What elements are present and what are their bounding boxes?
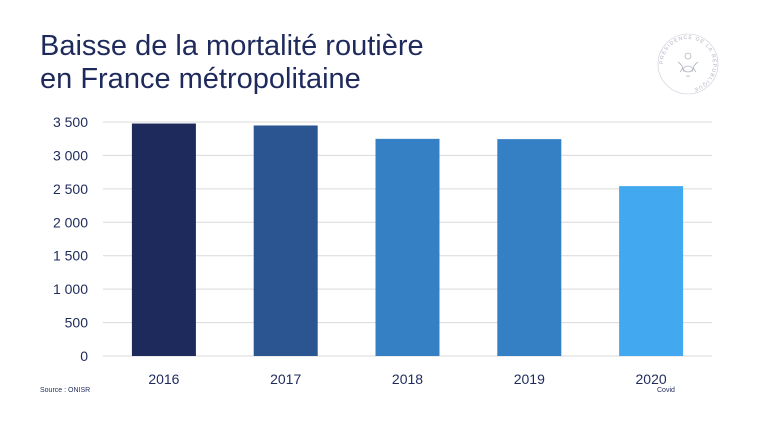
bar-2016 [131, 123, 196, 356]
covid-note: Covid [657, 387, 675, 394]
x-tick-label: 2018 [392, 371, 423, 387]
bar-2018 [375, 138, 440, 356]
y-tick-label: 1 000 [53, 281, 88, 297]
x-tick-label: 2020 [636, 371, 667, 387]
x-tick-label: 2016 [148, 371, 179, 387]
bar-2017 [253, 125, 318, 357]
x-tick-label: 2019 [514, 371, 545, 387]
y-tick-label: 3 000 [53, 147, 88, 163]
bar-2019 [497, 139, 562, 356]
y-tick-label: 1 500 [53, 248, 88, 264]
chart-title: Baisse de la mortalité routière en Franc… [40, 30, 424, 96]
chart-title-line-2: en France métropolitaine [40, 63, 361, 95]
y-tick-label: 2 500 [53, 181, 88, 197]
presidence-seal-logo: PRÉSIDENCE DE LA RÉPUBLIQUE [656, 32, 720, 96]
y-tick-label: 500 [65, 315, 89, 331]
chart-title-line-1: Baisse de la mortalité routière [40, 30, 424, 62]
source-note: Source : ONISR [40, 387, 91, 394]
bar-2020 [619, 186, 684, 356]
y-tick-label: 0 [80, 348, 88, 364]
x-tick-label: 2017 [270, 371, 301, 387]
y-tick-label: 2 000 [53, 214, 88, 230]
y-tick-label: 3 500 [53, 114, 88, 130]
